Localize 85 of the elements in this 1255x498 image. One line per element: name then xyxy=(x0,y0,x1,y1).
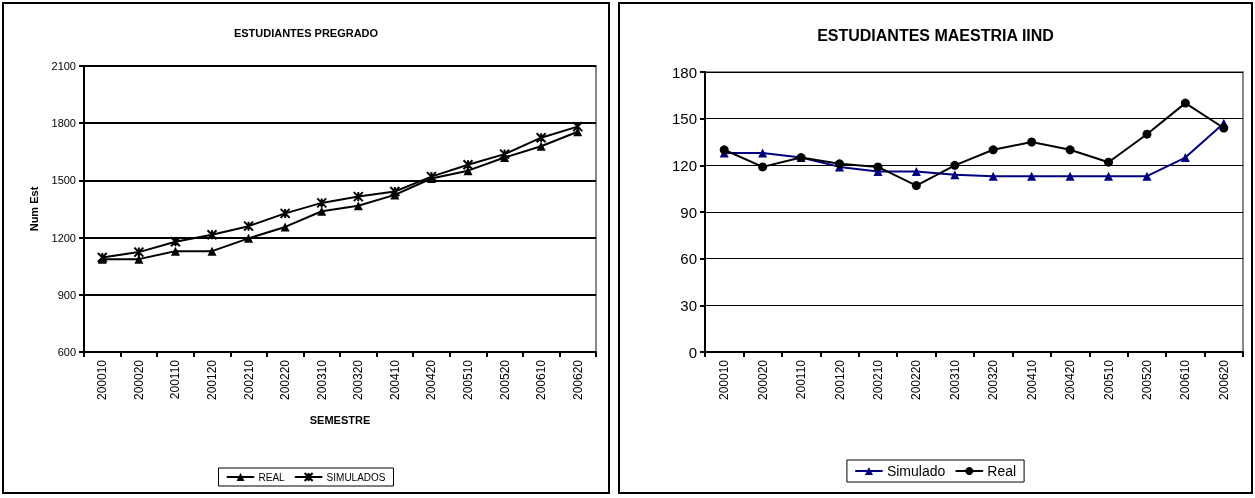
y-tick-label: 1500 xyxy=(51,174,76,187)
point xyxy=(911,181,921,191)
x-tick-label: 200320 xyxy=(986,359,1001,401)
point xyxy=(988,145,998,155)
legend-label: Real xyxy=(987,463,1017,479)
x-tick-label: 200620 xyxy=(1216,359,1231,401)
point xyxy=(1104,157,1113,167)
x-tick-label: 200120 xyxy=(832,359,847,401)
legend-label: SIMULADOS xyxy=(326,471,386,483)
y-axis-title: Num Est xyxy=(27,186,40,232)
point xyxy=(1065,145,1075,155)
point xyxy=(1027,171,1037,181)
point xyxy=(462,159,474,171)
point xyxy=(316,197,328,209)
point xyxy=(1027,137,1037,147)
point xyxy=(1180,153,1190,163)
point xyxy=(317,206,327,216)
y-tick-label: 600 xyxy=(57,346,76,358)
x-tick-label: 200320 xyxy=(351,359,366,401)
point xyxy=(133,246,145,258)
x-tick-label: 200010 xyxy=(95,359,110,401)
point xyxy=(1180,98,1190,108)
point xyxy=(1219,123,1229,133)
x-tick-label: 200220 xyxy=(909,359,924,401)
x-tick-label: 200120 xyxy=(205,359,219,401)
x-tick-label: 200110 xyxy=(794,359,809,400)
legend-label: Simulado xyxy=(886,463,946,479)
point xyxy=(206,229,218,241)
point xyxy=(352,191,364,203)
y-tick-label: 120 xyxy=(671,156,697,174)
point xyxy=(244,233,254,243)
x-tick-label: 200110 xyxy=(168,359,183,400)
x-tick-label: 200420 xyxy=(1063,359,1078,401)
point xyxy=(134,254,144,264)
x-tick-label: 200310 xyxy=(314,359,329,401)
y-tick-label: 180 xyxy=(671,63,697,81)
legend-label: REAL xyxy=(258,471,286,483)
x-tick-label: 200210 xyxy=(870,359,885,401)
y-tick-label: 30 xyxy=(680,296,697,314)
x-tick-label: 200610 xyxy=(534,359,549,401)
point xyxy=(207,246,217,256)
x-tick-label: 200010 xyxy=(717,359,732,401)
x-tick-label: 200410 xyxy=(1024,359,1039,401)
point xyxy=(243,220,255,232)
x-tick-label: 200020 xyxy=(755,359,770,401)
point xyxy=(169,236,181,248)
point xyxy=(535,132,547,144)
point xyxy=(279,207,291,219)
point xyxy=(389,185,401,197)
y-tick-label: 150 xyxy=(671,110,697,128)
x-tick-label: 200410 xyxy=(387,359,402,401)
x-tick-label: 200610 xyxy=(1178,359,1193,401)
chart-title: ESTUDIANTES PREGRADO xyxy=(233,26,379,39)
point xyxy=(1142,129,1152,139)
chart-title: ESTUDIANTES MAESTRIA IIND xyxy=(817,26,1054,44)
x-tick-label: 200420 xyxy=(424,359,439,401)
point xyxy=(873,162,883,172)
y-tick-label: 1200 xyxy=(51,231,76,244)
y-tick-label: 90 xyxy=(680,203,697,221)
x-axis-title: SEMESTRE xyxy=(309,413,371,426)
point xyxy=(170,246,180,256)
point xyxy=(1142,171,1152,181)
y-tick-label: 2100 xyxy=(51,60,76,72)
point xyxy=(758,162,768,172)
point xyxy=(1104,171,1113,181)
point xyxy=(499,148,511,160)
y-tick-label: 900 xyxy=(57,288,76,301)
point xyxy=(572,121,584,133)
x-tick-label: 200020 xyxy=(131,359,146,401)
point xyxy=(1065,171,1075,181)
x-tick-label: 200520 xyxy=(1139,359,1154,401)
x-tick-label: 200510 xyxy=(461,359,475,401)
x-tick-label: 200310 xyxy=(947,359,962,401)
y-tick-label: 1800 xyxy=(51,117,76,130)
x-tick-label: 200220 xyxy=(278,359,293,401)
point xyxy=(950,160,960,170)
y-tick-label: 0 xyxy=(688,343,697,361)
point xyxy=(911,167,921,177)
point xyxy=(988,171,998,181)
x-tick-label: 200520 xyxy=(497,359,512,401)
point xyxy=(536,141,546,151)
x-tick-label: 200620 xyxy=(570,359,585,401)
x-tick-label: 200510 xyxy=(1101,359,1116,401)
x-tick-label: 200210 xyxy=(241,359,256,401)
y-tick-label: 60 xyxy=(680,250,697,268)
